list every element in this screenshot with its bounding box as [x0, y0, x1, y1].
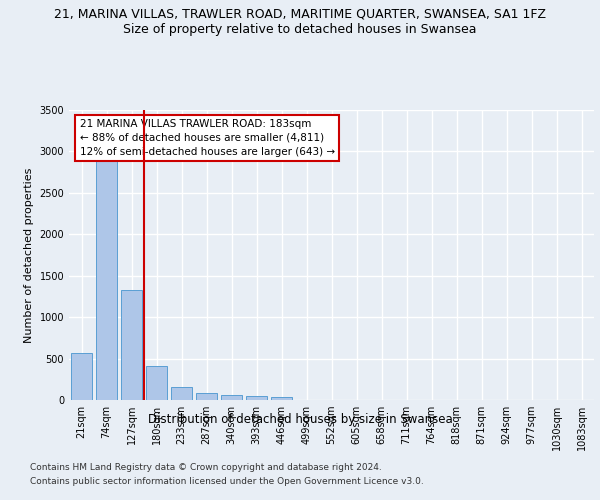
- Y-axis label: Number of detached properties: Number of detached properties: [24, 168, 34, 342]
- Text: Size of property relative to detached houses in Swansea: Size of property relative to detached ho…: [123, 22, 477, 36]
- Text: Contains public sector information licensed under the Open Government Licence v3: Contains public sector information licen…: [30, 478, 424, 486]
- Text: 21, MARINA VILLAS, TRAWLER ROAD, MARITIME QUARTER, SWANSEA, SA1 1FZ: 21, MARINA VILLAS, TRAWLER ROAD, MARITIM…: [54, 8, 546, 20]
- Bar: [121, 290, 142, 400]
- Bar: [96, 160, 117, 400]
- Bar: [246, 396, 267, 400]
- Bar: [71, 353, 92, 400]
- Text: Distribution of detached houses by size in Swansea: Distribution of detached houses by size …: [148, 412, 452, 426]
- Bar: [171, 387, 192, 400]
- Bar: [271, 396, 292, 400]
- Text: Contains HM Land Registry data © Crown copyright and database right 2024.: Contains HM Land Registry data © Crown c…: [30, 462, 382, 471]
- Text: 21 MARINA VILLAS TRAWLER ROAD: 183sqm
← 88% of detached houses are smaller (4,81: 21 MARINA VILLAS TRAWLER ROAD: 183sqm ← …: [79, 118, 335, 156]
- Bar: [221, 395, 242, 400]
- Bar: [196, 393, 217, 400]
- Bar: [146, 366, 167, 400]
